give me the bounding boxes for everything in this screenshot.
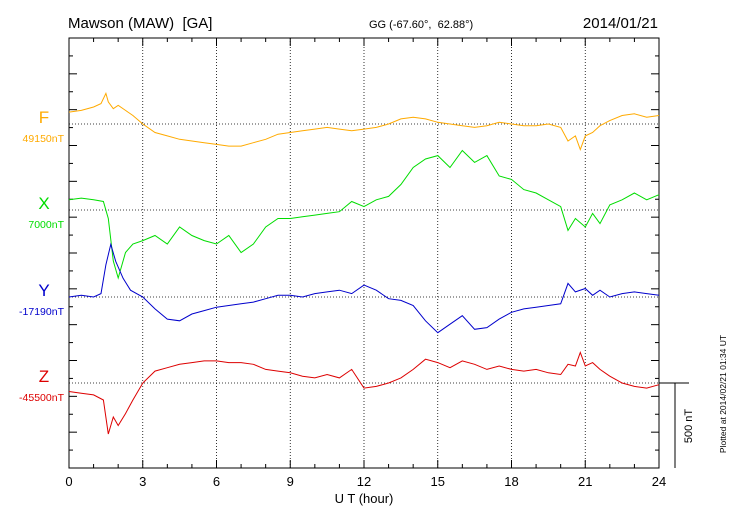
series-baseline-y: -17190nT [19, 306, 65, 318]
axis-ticks [68, 37, 660, 468]
series-line-y [68, 242, 660, 334]
x-tick-label: 3 [139, 474, 146, 489]
x-tick-label: 12 [357, 474, 371, 489]
series-line-x [68, 149, 660, 280]
series-name-f: F [39, 108, 49, 127]
plot-frame [68, 37, 660, 469]
series-baseline-f: 49150nT [23, 133, 65, 145]
x-tick-label: 6 [213, 474, 220, 489]
data-series [68, 91, 660, 435]
series-baseline-x: 7000nT [28, 219, 64, 231]
series-name-x: X [38, 194, 49, 213]
x-tick-label: 24 [652, 474, 666, 489]
plotted-at-note: Plotted at 2014/02/21 01:34 UT [718, 335, 728, 453]
date-label: 2014/01/21 [583, 15, 658, 32]
x-tick-label: 21 [578, 474, 592, 489]
series-line-f [68, 91, 660, 151]
series-baseline-z: -45500nT [19, 392, 65, 404]
x-tick-label: 18 [504, 474, 518, 489]
x-tick-labels: 0 3 6 9 12 15 18 21 24 [65, 474, 666, 489]
x-tick-label: 15 [431, 474, 445, 489]
grid-lines [142, 38, 586, 468]
scale-bar: 500 nT [659, 382, 695, 468]
series-labels: F 49150nT X 7000nT Y -17190nT Z -45500nT [19, 108, 65, 404]
x-axis-label: U T (hour) [335, 491, 394, 506]
series-name-z: Z [39, 367, 49, 386]
x-tick-label: 9 [287, 474, 294, 489]
series-name-y: Y [38, 281, 49, 300]
x-tick-label: 0 [65, 474, 72, 489]
coordinates-label: GG (-67.60°, 62.88°) [369, 19, 473, 31]
station-title: Mawson (MAW) [GA] [68, 15, 212, 32]
scale-bar-label: 500 nT [683, 409, 695, 444]
baselines [69, 123, 659, 384]
series-line-z [68, 350, 660, 435]
